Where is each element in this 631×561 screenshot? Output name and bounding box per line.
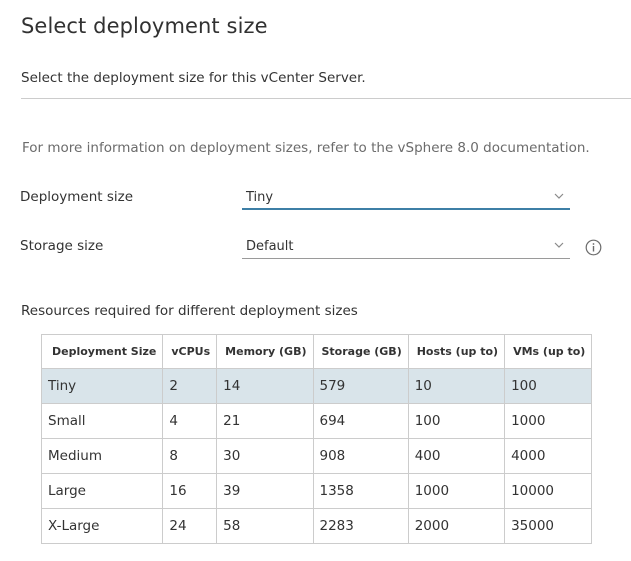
table-header-row: Deployment Size vCPUs Memory (GB) Storag… [40,334,593,369]
divider [21,98,631,99]
header-vcpus: vCPUs [162,334,218,369]
deployment-size-label: Deployment size [20,189,134,205]
resources-table: Deployment Size vCPUs Memory (GB) Storag… [40,334,593,544]
header-deployment-size: Deployment Size [40,334,164,369]
cell-size: Large [40,473,164,509]
cell-vms: 100 [504,368,593,404]
info-text: For more information on deployment sizes… [22,140,590,156]
info-icon[interactable] [585,239,602,256]
cell-size: X-Large [40,508,164,544]
storage-size-value: Default [246,239,294,254]
page-subtitle: Select the deployment size for this vCen… [21,70,366,86]
cell-vms: 10000 [504,473,593,509]
cell-storage: 579 [312,368,409,404]
chevron-down-icon [554,193,564,199]
cell-storage: 1358 [312,473,409,509]
cell-hosts: 2000 [407,508,506,544]
cell-vcpus: 4 [162,403,218,439]
cell-memory: 30 [216,438,314,474]
cell-hosts: 10 [407,368,506,404]
chevron-down-icon [554,242,564,248]
cell-storage: 694 [312,403,409,439]
table-row: Small 4 21 694 100 1000 [40,403,593,439]
cell-memory: 39 [216,473,314,509]
table-row: Tiny 2 14 579 10 100 [40,368,593,404]
header-memory: Memory (GB) [216,334,314,369]
cell-vcpus: 24 [162,508,218,544]
cell-size: Medium [40,438,164,474]
cell-vcpus: 16 [162,473,218,509]
deployment-size-value: Tiny [246,190,274,205]
cell-vms: 1000 [504,403,593,439]
header-hosts: Hosts (up to) [407,334,506,369]
cell-memory: 21 [216,403,314,439]
table-row: Large 16 39 1358 1000 10000 [40,473,593,509]
table-row: Medium 8 30 908 400 4000 [40,438,593,474]
cell-storage: 908 [312,438,409,474]
header-vms: VMs (up to) [504,334,593,369]
cell-hosts: 100 [407,403,506,439]
cell-memory: 14 [216,368,314,404]
cell-hosts: 1000 [407,473,506,509]
storage-size-label: Storage size [20,238,104,254]
page-title: Select deployment size [21,14,268,38]
table-row: X-Large 24 58 2283 2000 35000 [40,508,593,544]
cell-storage: 2283 [312,508,409,544]
cell-size: Tiny [40,368,164,404]
header-storage: Storage (GB) [312,334,409,369]
cell-vcpus: 8 [162,438,218,474]
cell-vcpus: 2 [162,368,218,404]
cell-memory: 58 [216,508,314,544]
resources-title: Resources required for different deploym… [21,303,358,319]
deployment-size-select[interactable]: Tiny [242,188,570,210]
cell-hosts: 400 [407,438,506,474]
storage-size-select[interactable]: Default [242,237,570,259]
cell-vms: 35000 [504,508,593,544]
cell-vms: 4000 [504,438,593,474]
cell-size: Small [40,403,164,439]
